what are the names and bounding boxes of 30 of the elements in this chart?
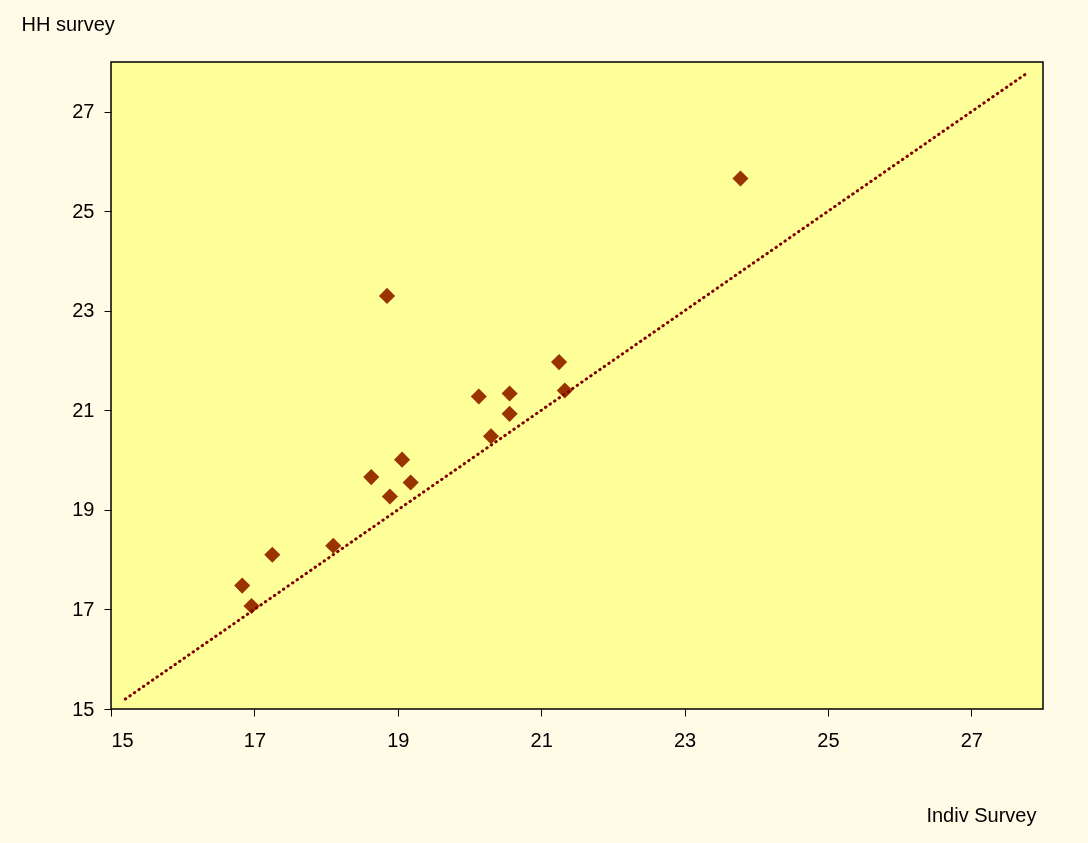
y-axis-title: HH survey [21, 12, 115, 35]
point [402, 474, 419, 491]
x-tick-label: 15 [111, 728, 134, 751]
point [732, 170, 749, 187]
x-tick-label: 21 [530, 728, 553, 751]
x-tick-label: 19 [387, 728, 410, 751]
point [551, 354, 568, 371]
point [325, 537, 342, 554]
y-tick-label: 17 [72, 597, 95, 620]
point [501, 385, 518, 402]
point [482, 428, 500, 445]
y-tick-label: 27 [72, 100, 95, 123]
y-tick-label: 19 [72, 498, 95, 521]
point [381, 488, 398, 505]
x-axis-title: Indiv Survey [926, 803, 1037, 826]
point [470, 388, 487, 405]
point [363, 469, 380, 486]
point [378, 287, 396, 304]
x-tick-label: 17 [243, 728, 267, 751]
point [501, 405, 518, 422]
y-tick-label: 23 [72, 299, 95, 322]
y-tick-label: 21 [72, 398, 95, 421]
y-tick-label: 25 [72, 199, 95, 222]
point [394, 451, 411, 468]
y-tick-label: 15 [72, 697, 95, 720]
point [264, 546, 281, 563]
point [234, 577, 251, 594]
x-tick-label: 23 [673, 728, 697, 751]
x-tick-label: 25 [817, 728, 840, 751]
x-tick-label: 27 [960, 728, 983, 751]
